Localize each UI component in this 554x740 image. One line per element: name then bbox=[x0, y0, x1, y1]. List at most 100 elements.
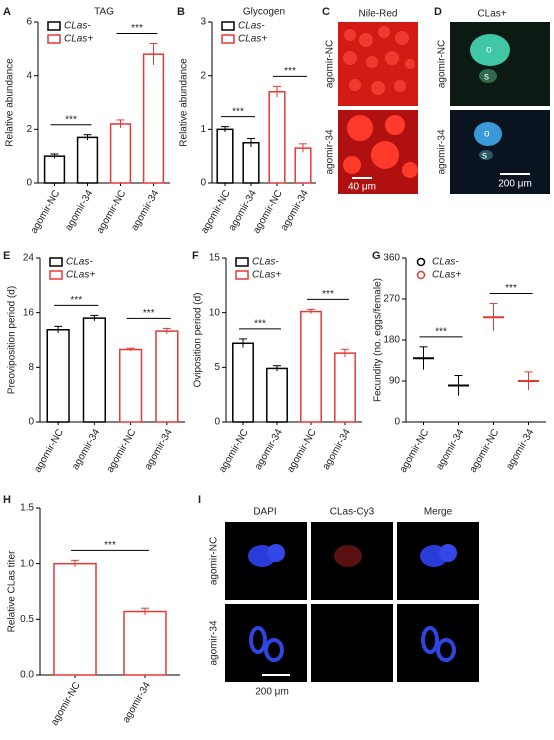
y-tick-label: 15 bbox=[209, 253, 221, 264]
legend-label: CLas+ bbox=[66, 270, 95, 281]
y-tick-label: 1.5 bbox=[20, 503, 34, 514]
legend-swatch bbox=[416, 270, 426, 280]
x-tick-label: agomir-NC bbox=[398, 427, 432, 474]
column-label: CLas-Cy3 bbox=[330, 507, 375, 518]
y-tick-label: 0 bbox=[214, 417, 220, 428]
y-tick-label: 4 bbox=[26, 70, 32, 81]
row-label: agomir-NC bbox=[209, 537, 220, 585]
x-tick-label: agomir-NC bbox=[32, 427, 66, 474]
significance-label: *** bbox=[104, 540, 116, 551]
panel-letter: E bbox=[3, 250, 10, 262]
spermatheca bbox=[479, 150, 493, 160]
image-label: s bbox=[482, 151, 487, 162]
legend-label: CLas- bbox=[432, 257, 459, 268]
legend-label: CLas- bbox=[66, 257, 93, 268]
significance-label: *** bbox=[435, 326, 447, 337]
x-tick-label: agomir-NC bbox=[49, 680, 83, 727]
panel-letter: D bbox=[434, 6, 442, 18]
legend-swatch bbox=[416, 257, 426, 267]
y-tick-label: 0 bbox=[394, 417, 400, 428]
row-label: agomir-34 bbox=[325, 129, 336, 174]
image bbox=[450, 22, 550, 106]
legend-label: CLas- bbox=[238, 21, 265, 32]
y-tick-label: 16 bbox=[23, 307, 35, 318]
image-title: CLas+ bbox=[477, 9, 506, 20]
bar bbox=[242, 142, 260, 184]
row-label: agomir-34 bbox=[437, 129, 448, 174]
row-label: agomir-34 bbox=[209, 620, 220, 665]
y-tick-label: 8 bbox=[28, 362, 34, 373]
y-tick-label: 2 bbox=[26, 124, 32, 135]
bar bbox=[294, 147, 312, 184]
legend-swatch bbox=[221, 21, 235, 31]
x-tick-label: agomir-NC bbox=[217, 427, 251, 474]
panel-letter: H bbox=[3, 494, 11, 506]
y-tick-label: 0 bbox=[26, 178, 32, 189]
bar bbox=[53, 562, 97, 676]
image-label: s bbox=[484, 72, 489, 83]
bar bbox=[216, 128, 234, 184]
y-tick-label: 1 bbox=[200, 124, 206, 135]
row-label: agomir-NC bbox=[437, 40, 448, 88]
panel-i: I DAPI CLas-Cy3 Merge agomir-NC agomir-3… bbox=[198, 494, 479, 698]
scale-label: 200 μm bbox=[498, 179, 532, 190]
bar bbox=[300, 310, 322, 423]
x-tick-label: agomir-NC bbox=[105, 427, 139, 474]
x-tick-label: agomir-NC bbox=[95, 188, 129, 235]
bar bbox=[43, 155, 66, 184]
panel-d: D CLas+ o s o s 200 μm agomir-NC agomir-… bbox=[434, 6, 550, 194]
y-tick-label: 0 bbox=[28, 417, 34, 428]
x-tick-label: agomir-34 bbox=[121, 680, 153, 725]
y-tick-label: 6 bbox=[26, 17, 32, 28]
image bbox=[311, 604, 393, 682]
ovary bbox=[470, 34, 510, 66]
panel-letter: B bbox=[177, 6, 185, 18]
x-tick-label: agomir-NC bbox=[468, 427, 502, 474]
column-label: DAPI bbox=[253, 507, 276, 518]
y-tick-label: 3 bbox=[200, 17, 206, 28]
row-label: agomir-NC bbox=[325, 40, 336, 88]
x-tick-label: agomir-34 bbox=[504, 427, 536, 472]
image-label: o bbox=[484, 129, 490, 140]
bar bbox=[268, 91, 286, 184]
legend-label: CLas- bbox=[64, 21, 91, 32]
bar bbox=[266, 367, 288, 423]
y-tick-label: 0.0 bbox=[20, 670, 34, 681]
bar bbox=[123, 610, 167, 676]
significance-label: *** bbox=[322, 289, 334, 300]
droplets bbox=[343, 26, 415, 95]
droplets bbox=[343, 115, 418, 178]
legend-swatch bbox=[235, 270, 249, 280]
x-tick-label: agomir-34 bbox=[321, 427, 353, 472]
legend-swatch bbox=[235, 257, 249, 267]
significance-label: *** bbox=[284, 66, 296, 77]
image bbox=[450, 110, 550, 194]
image-label: o bbox=[486, 45, 492, 56]
bar bbox=[109, 123, 132, 184]
significance-label: *** bbox=[505, 283, 517, 294]
x-tick-label: agomir-34 bbox=[434, 427, 466, 472]
x-tick-label: agomir-34 bbox=[63, 188, 95, 233]
bar bbox=[142, 53, 165, 184]
y-axis-label: Oviposition period (d) bbox=[193, 292, 204, 387]
legend-label: CLas+ bbox=[64, 34, 93, 45]
legend-swatch bbox=[221, 34, 235, 44]
legend-swatch bbox=[49, 270, 63, 280]
panel-letter: A bbox=[3, 6, 11, 18]
column-label: Merge bbox=[424, 507, 453, 518]
y-axis-label: Relative abundance bbox=[179, 58, 190, 147]
y-axis-label: Preoviposition period (d) bbox=[7, 286, 18, 394]
bar bbox=[119, 348, 143, 423]
panel-letter: G bbox=[372, 250, 381, 262]
image-title: Nile-Red bbox=[359, 9, 398, 20]
x-tick-label: agomir-34 bbox=[253, 427, 285, 472]
bar bbox=[76, 136, 99, 184]
y-tick-label: 270 bbox=[383, 294, 400, 305]
legend-swatch bbox=[47, 21, 61, 31]
significance-label: *** bbox=[70, 295, 82, 306]
y-tick-label: 0.5 bbox=[20, 614, 34, 625]
y-tick-label: 5 bbox=[214, 362, 220, 373]
bar bbox=[46, 329, 70, 423]
legend-label: CLas+ bbox=[432, 270, 461, 281]
